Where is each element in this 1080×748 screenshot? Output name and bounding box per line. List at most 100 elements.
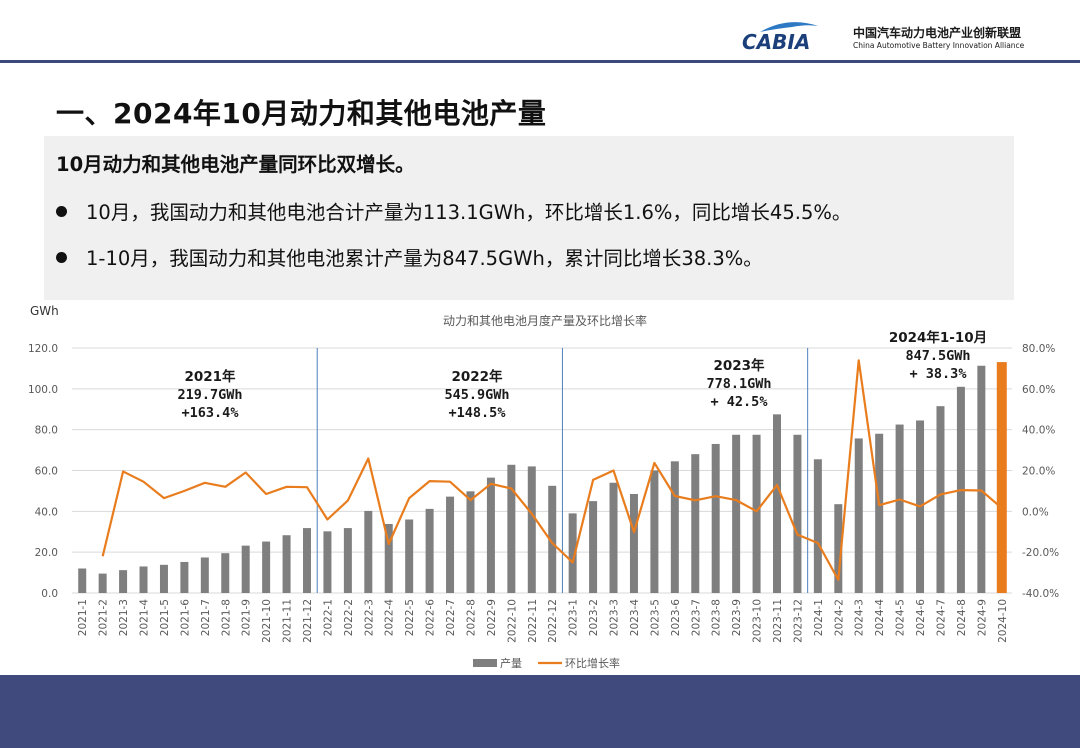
x-tick-label: 2023-11 (772, 599, 784, 643)
x-tick-label: 2021-7 (200, 599, 212, 636)
production-bar (282, 535, 291, 593)
summary-item: 1-10月，我国动力和其他电池累计产量为847.5GWh，累计同比增长38.3%… (56, 242, 763, 271)
year-annotation: 545.9GWh (444, 387, 509, 403)
production-bar (119, 570, 128, 593)
production-bar (670, 461, 679, 593)
footer-band (0, 675, 1080, 748)
production-bar (854, 438, 863, 593)
x-tick-label: 2024-5 (895, 599, 907, 636)
year-annotation: 2022年 (451, 368, 503, 385)
year-annotation: 847.5GWh (905, 348, 970, 364)
x-tick-label: 2021-3 (118, 599, 130, 636)
header-divider (0, 60, 1080, 63)
production-bar (98, 573, 107, 593)
logo-text: CABIA (742, 30, 810, 54)
production-bar (548, 485, 557, 593)
x-tick-label: 2021-2 (98, 599, 110, 636)
production-bar (323, 531, 332, 593)
production-bar (507, 464, 516, 593)
production-bar (996, 362, 1007, 593)
y-tick-label: 120.0 (28, 343, 58, 355)
x-tick-label: 2024-10 (997, 599, 1009, 643)
production-bar (384, 523, 393, 593)
y2-tick-label: -40.0% (1022, 588, 1059, 600)
x-tick-label: 2024-4 (874, 599, 886, 637)
production-bar (364, 510, 373, 593)
x-tick-label: 2022-1 (322, 599, 334, 636)
production-bar (221, 553, 230, 593)
x-tick-label: 2024-2 (833, 599, 845, 636)
summary-lead: 10月动力和其他电池产量同环比双增长。 (56, 153, 415, 176)
production-bar (425, 508, 434, 593)
production-bar (303, 528, 311, 593)
production-bar (875, 433, 884, 593)
x-tick-label: 2023-5 (649, 599, 661, 636)
year-annotation: + 42.5% (711, 394, 769, 410)
x-tick-label: 2022-8 (465, 599, 477, 636)
production-chart: GWh 动力和其他电池月度产量及环比增长率 0.0 20.0 40.0 60.0 80.0 1… (28, 304, 1059, 670)
x-tick-label: 2023-3 (609, 599, 621, 636)
y2-tick-label: -20.0% (1022, 547, 1059, 559)
year-annotation: 2023年 (713, 357, 765, 374)
y-axis-unit: GWh (30, 304, 59, 318)
x-tick-label: 2022-12 (547, 599, 559, 643)
production-bar (793, 434, 802, 593)
x-tick-label: 2023-1 (568, 599, 580, 636)
x-tick-label: 2022-4 (384, 599, 396, 637)
production-bar (446, 496, 455, 593)
x-tick-label: 2022-6 (425, 599, 437, 637)
x-tick-label: 2021-4 (139, 599, 151, 637)
y2-tick-label: 80.0% (1022, 343, 1055, 355)
production-bar (752, 434, 761, 593)
x-tick-label: 2024-1 (813, 599, 825, 636)
production-bar (241, 545, 250, 593)
x-tick-label: 2021-1 (77, 599, 89, 636)
production-bar (568, 513, 577, 593)
legend-bar-label: 产量 (500, 656, 522, 670)
org-name-cn: 中国汽车动力电池产业创新联盟 (853, 26, 1022, 40)
x-tick-label: 2024-6 (915, 599, 927, 637)
x-tick-label: 2021-5 (159, 599, 171, 636)
production-bar (139, 566, 148, 593)
cabia-logo: CABIA (742, 22, 818, 54)
bullet-icon (56, 206, 67, 217)
chart-title: 动力和其他电池月度产量及环比增长率 (443, 313, 647, 328)
y2-tick-label: 40.0% (1022, 425, 1055, 437)
production-bar (262, 541, 271, 593)
summary-item: 10月，我国动力和其他电池合计产量为113.1GWh，环比增长1.6%，同比增长… (56, 196, 851, 225)
summary-box: 10月动力和其他电池产量同环比双增长。 10月，我国动力和其他电池合计产量为11… (44, 136, 1014, 300)
x-tick-label: 2024-8 (956, 599, 968, 636)
year-annotation: +163.4% (182, 405, 240, 421)
summary-item-text: 10月，我国动力和其他电池合计产量为113.1GWh，环比增长1.6%，同比增长… (86, 201, 852, 224)
year-annotation: 219.7GWh (177, 387, 242, 403)
production-bar (691, 454, 700, 593)
growth-rate-line (101, 359, 1003, 581)
production-bar (773, 414, 781, 593)
y-tick-label: 60.0 (35, 466, 58, 478)
year-annotation: 778.1GWh (706, 376, 771, 392)
production-bar (895, 424, 904, 593)
x-tick-label: 2023-2 (588, 599, 600, 636)
production-bar (834, 504, 843, 593)
production-bar (711, 443, 720, 593)
page-title: 一、2024年10月动力和其他电池产量 (56, 97, 547, 130)
year-annotation: +148.5% (449, 405, 507, 421)
production-bar (180, 561, 189, 593)
bullet-icon (56, 252, 67, 263)
x-tick-label: 2023-12 (792, 599, 804, 643)
x-tick-label: 2022-7 (445, 599, 457, 636)
production-bar (650, 470, 659, 593)
x-tick-label: 2023-7 (690, 599, 702, 636)
production-bar (977, 365, 986, 593)
x-tick-label: 2021-9 (241, 599, 253, 636)
x-tick-label: 2021-8 (220, 599, 232, 636)
y2-tick-label: 20.0% (1022, 466, 1055, 478)
year-annotation: + 38.3% (910, 366, 968, 382)
x-tick-label: 2023-10 (752, 599, 764, 643)
x-tick-label: 2022-5 (404, 599, 416, 636)
production-bar (486, 477, 495, 593)
production-bar (466, 491, 475, 593)
y-tick-label: 40.0 (35, 506, 58, 518)
production-bar (609, 482, 618, 593)
year-annotation: 2021年 (184, 368, 236, 385)
